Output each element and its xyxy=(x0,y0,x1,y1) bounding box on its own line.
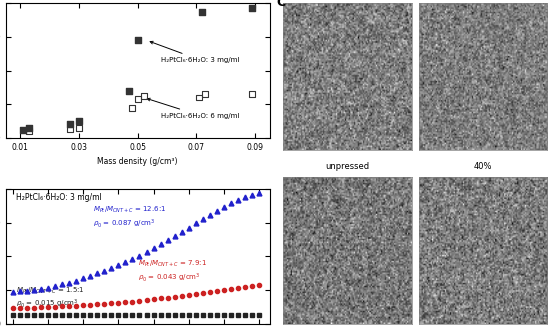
Point xyxy=(201,92,210,97)
Point xyxy=(198,9,207,14)
Point xyxy=(75,118,84,124)
Text: $M_{Pt}/M_{CNT+C}$ = 12.6:1
$\rho_0$ = 0.087 g/cm$^3$: $M_{Pt}/M_{CNT+C}$ = 12.6:1 $\rho_0$ = 0… xyxy=(93,205,166,230)
Point xyxy=(66,127,75,132)
Text: H₂PtCl₆·6H₂O: 3 mg/ml: H₂PtCl₆·6H₂O: 3 mg/ml xyxy=(16,193,102,202)
Point xyxy=(133,96,142,102)
Text: H₂PtCl₆·6H₂O: 6 mg/ml: H₂PtCl₆·6H₂O: 6 mg/ml xyxy=(147,98,239,119)
X-axis label: Mass density (g/cm³): Mass density (g/cm³) xyxy=(97,157,178,166)
Text: $M_{Pt}/M_{CNT+C}$ = 1.5:1
$\rho_0$ = 0.015 g/cm$^3$: $M_{Pt}/M_{CNT+C}$ = 1.5:1 $\rho_0$ = 0.… xyxy=(16,286,85,311)
Text: H₂PtCl₆·6H₂O: 3 mg/ml: H₂PtCl₆·6H₂O: 3 mg/ml xyxy=(150,41,239,63)
Point xyxy=(124,88,133,94)
Point xyxy=(66,122,75,127)
Point xyxy=(19,127,28,132)
Point xyxy=(127,105,136,110)
Text: 40%: 40% xyxy=(474,162,492,171)
Point xyxy=(24,129,33,134)
Point xyxy=(195,95,204,100)
Point xyxy=(248,92,257,97)
Point xyxy=(139,93,148,98)
Text: C: C xyxy=(276,0,286,9)
Point xyxy=(248,6,257,11)
Point xyxy=(24,125,33,130)
Point xyxy=(133,38,142,43)
Point xyxy=(75,125,84,130)
Text: unpressed: unpressed xyxy=(326,162,369,171)
Text: $M_{Pt}/M_{CNT+C}$ = 7.9:1
$\rho_0$ = 0.043 g/cm$^3$: $M_{Pt}/M_{CNT+C}$ = 7.9:1 $\rho_0$ = 0.… xyxy=(138,259,206,284)
